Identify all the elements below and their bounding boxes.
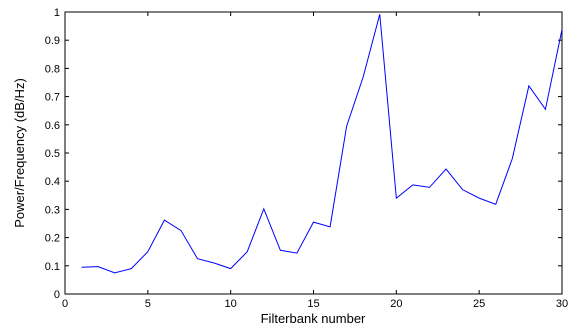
y-axis-ticks: 0 0.1 0.2 0.3 0.4 0.5 0.6 0.7 0.8 0.9 1 — [45, 7, 562, 301]
x-tick-label: 15 — [307, 298, 319, 310]
y-tick-label: 0.5 — [45, 148, 60, 160]
y-axis-label: Power/Frequency (dB/Hz) — [12, 78, 27, 228]
y-tick-label: 0.7 — [45, 92, 60, 104]
x-tick-label: 25 — [473, 298, 485, 310]
y-tick-label: 0.4 — [45, 176, 60, 188]
plot-area — [64, 11, 563, 295]
x-tick-label: 20 — [390, 298, 402, 310]
series-layer — [81, 14, 563, 274]
y-tick-label: 0.2 — [45, 233, 60, 245]
series-line-0 — [81, 14, 563, 274]
y-tick-label: 0.3 — [45, 204, 60, 216]
x-tick-label: 10 — [225, 298, 237, 310]
y-tick-label: 0.6 — [45, 120, 60, 132]
x-tick-label: 0 — [62, 298, 68, 310]
y-tick-label: 0.8 — [45, 63, 60, 75]
y-tick-label: 0.9 — [45, 35, 60, 47]
x-tick-label: 30 — [556, 298, 568, 310]
x-axis-ticks: 0 5 10 15 20 25 30 — [62, 12, 568, 310]
y-tick-label: 0.1 — [45, 261, 60, 273]
x-tick-label: 5 — [145, 298, 151, 310]
y-tick-label: 0 — [54, 289, 60, 301]
x-axis-label: Filterbank number — [261, 311, 366, 326]
y-tick-label: 1 — [54, 7, 60, 19]
